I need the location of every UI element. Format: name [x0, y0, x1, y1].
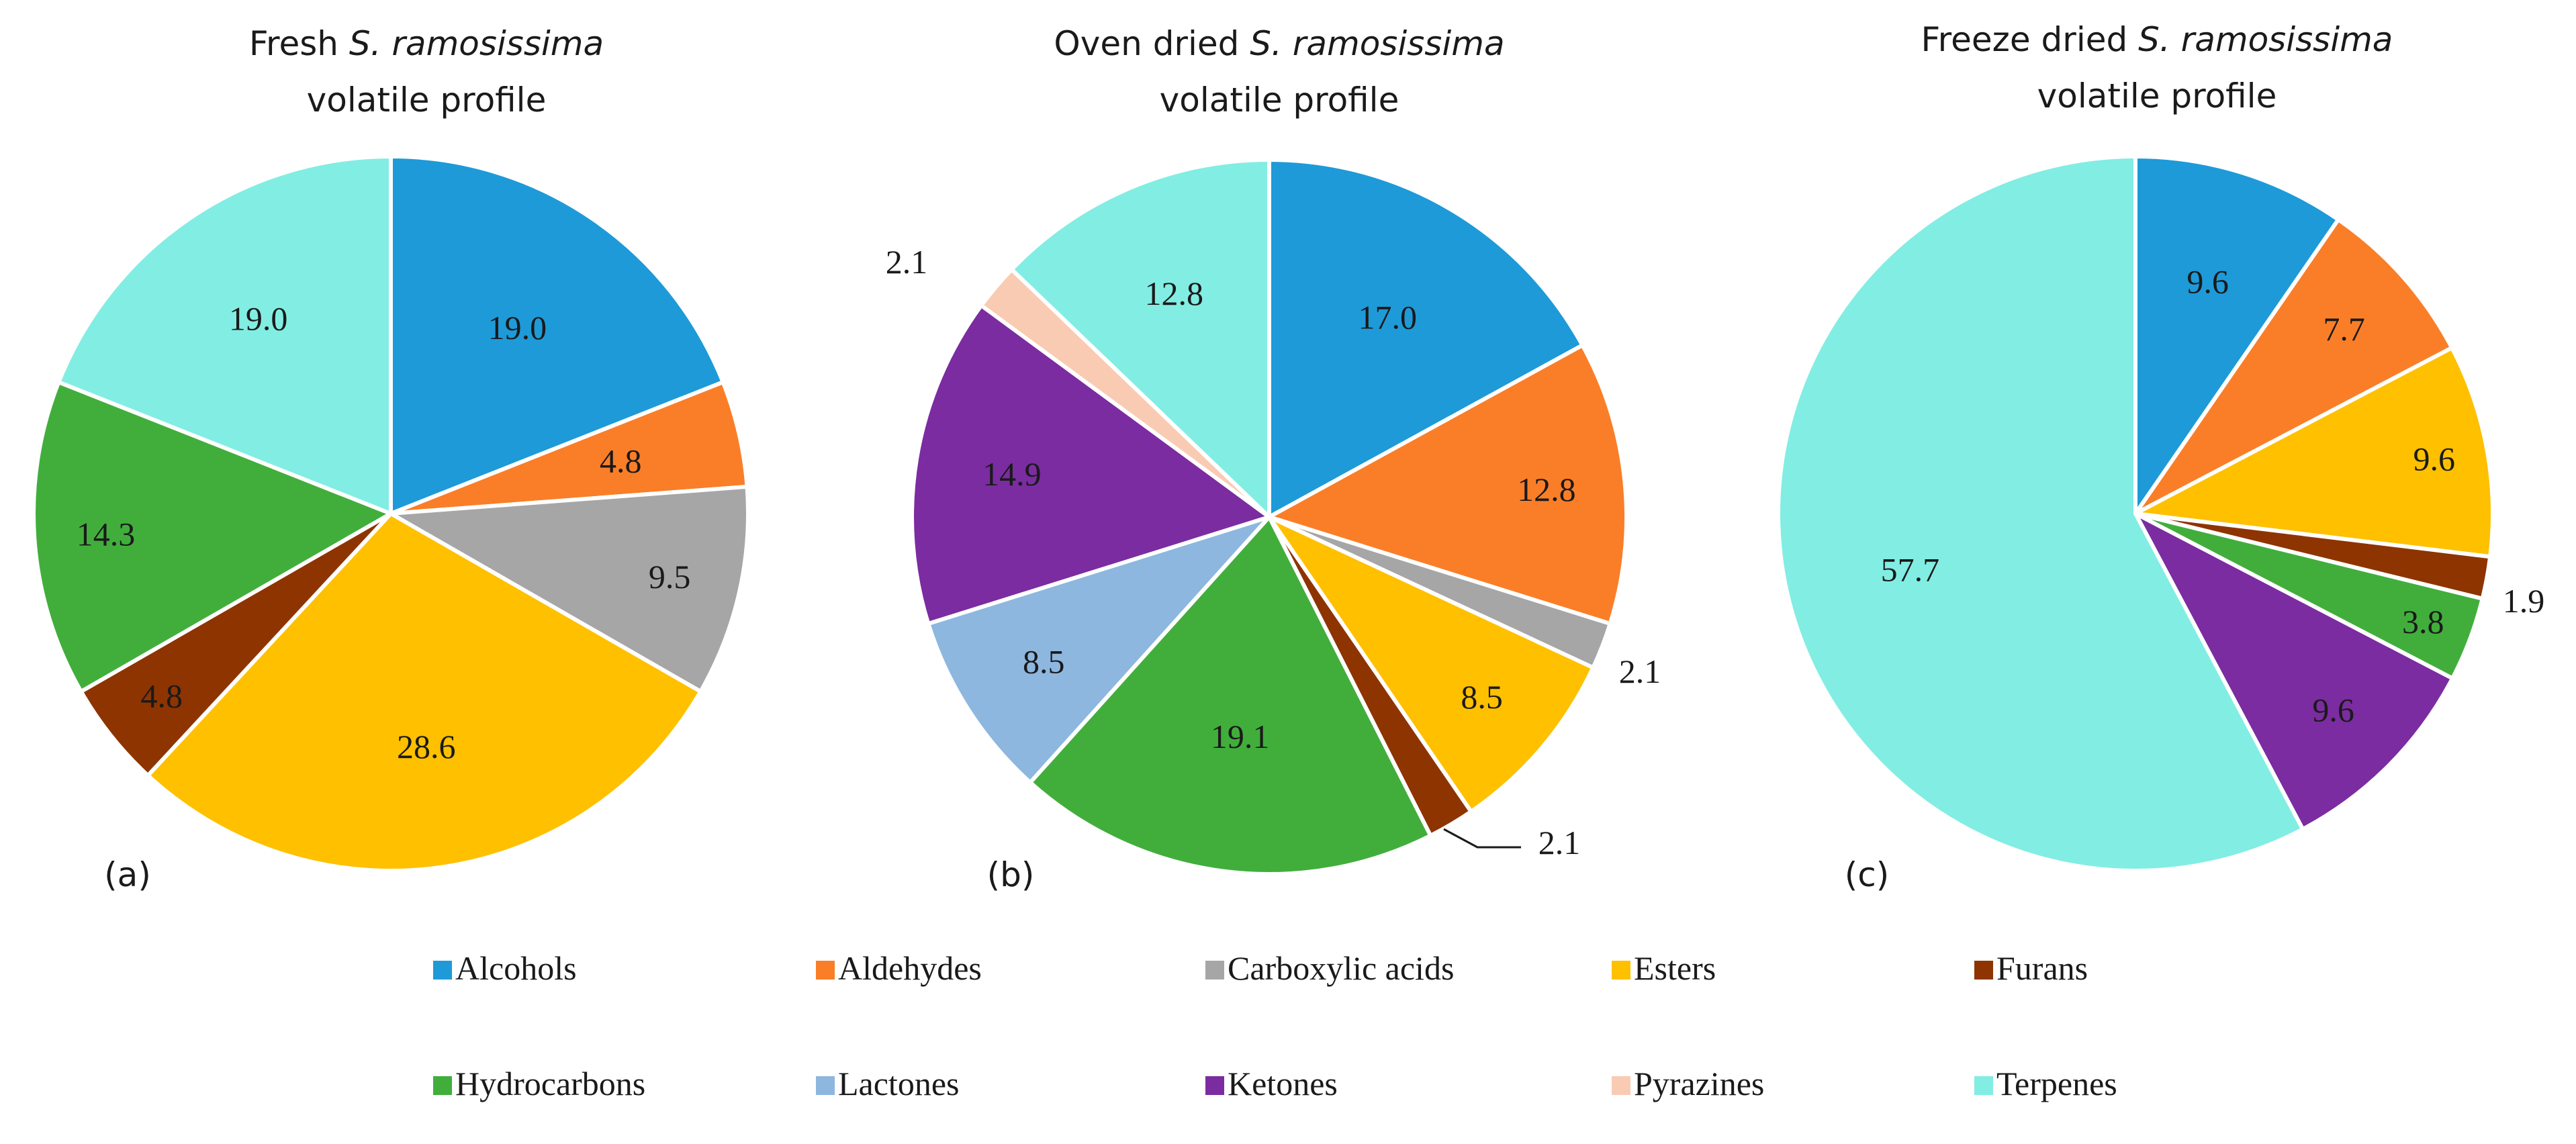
legend-swatch: [1612, 1076, 1630, 1095]
slice-label-alcohols: 9.6: [2187, 263, 2229, 301]
legend-item-pyrazines: Pyrazines: [1612, 1065, 1764, 1102]
chart-title-species: S. ramosissima: [1250, 24, 1504, 63]
pie-slice-carboxylic-acids: [384, 484, 750, 695]
slice-label-alcohols: 19.0: [488, 309, 547, 346]
chart-title: Fresh S. ramosissima: [249, 24, 604, 63]
legend-item-aldehydes: Aldehydes: [816, 949, 982, 987]
legend-swatch: [1612, 961, 1630, 980]
legend-label: Terpenes: [1996, 1065, 2117, 1102]
pie-slice-hydrocarbons: [1027, 513, 1434, 876]
chart-title-line2: volatile profile: [307, 81, 547, 120]
chart-title: Freeze dried S. ramosissima: [1921, 20, 2393, 59]
pie-slice-terpenes: [56, 154, 393, 517]
legend-swatch: [816, 1076, 835, 1095]
pie-slice-esters: [145, 511, 704, 873]
legend-item-furans: Furans: [1974, 949, 2088, 987]
pie-slice-aldehydes: [389, 379, 749, 516]
slice-label-carboxylic-acids: 9.5: [649, 558, 691, 595]
chart-title-species: S. ramosissima: [2138, 20, 2393, 59]
pie-slice-esters: [2129, 344, 2495, 559]
pie-slice-aldehydes: [1264, 342, 1628, 626]
slice-label-hydrocarbons: 19.1: [1211, 718, 1270, 755]
slice-label-furans: 4.8: [140, 677, 183, 715]
legend-swatch: [433, 1076, 452, 1095]
legend-label: Ketones: [1228, 1065, 1338, 1102]
legend: Alcohols Aldehydes Carboxylic acids Esters F…: [433, 949, 2117, 1102]
panel-label: (a): [104, 855, 151, 894]
slice-label-hydrocarbons: 3.8: [2402, 603, 2444, 640]
leader-line: [1443, 828, 1521, 849]
slice-label-aldehydes: 12.8: [1517, 471, 1576, 508]
slice-label-furans: 1.9: [2503, 582, 2545, 620]
pie-slice-alcohols: [2133, 154, 2342, 520]
slice-label-alcohols: 17.0: [1358, 298, 1417, 336]
slice-label-aldehydes: 7.7: [2323, 310, 2365, 348]
legend-item-lactones: Lactones: [816, 1065, 959, 1102]
legend-item-alcohols: Alcohols: [433, 949, 577, 987]
pie-slice-hydrocarbons: [32, 379, 396, 695]
pie-slice-aldehydes: [2133, 216, 2455, 516]
chart-title-prefix: Oven dried: [1054, 24, 1250, 63]
pie-slice-ketones: [2130, 508, 2456, 832]
slice-label-terpenes: 19.0: [229, 300, 288, 338]
slice-label-esters: 28.6: [397, 728, 456, 765]
slice-label-terpenes: 12.8: [1145, 275, 1204, 312]
pie-chart-b: Oven dried S. ramosissima volatile profil…: [886, 24, 1661, 894]
panel-label: (c): [1845, 855, 1890, 894]
chart-title: Oven dried S. ramosissima: [1054, 24, 1504, 63]
legend-label: Lactones: [838, 1065, 959, 1102]
slice-label-ketones: 14.9: [982, 455, 1042, 493]
legend-item-terpenes: Terpenes: [1974, 1065, 2117, 1102]
pie-chart-c: Freeze dried S. ramosissima volatile prof…: [1776, 20, 2545, 894]
pie-slice-ketones: [910, 302, 1274, 626]
slice-label-esters: 8.5: [1461, 678, 1503, 716]
legend-swatch: [433, 961, 452, 980]
chart-title-line2: volatile profile: [2037, 77, 2277, 115]
chart-title-species: S. ramosissima: [349, 24, 604, 63]
slice-label-pyrazines: 2.1: [886, 243, 928, 281]
legend-swatch: [1205, 1076, 1224, 1095]
legend-label: Alcohols: [455, 949, 577, 987]
legend-swatch: [816, 961, 835, 980]
panel-label: (b): [987, 855, 1035, 894]
slice-label-terpenes: 57.7: [1881, 551, 1940, 588]
chart-title-prefix: Fresh: [249, 24, 349, 63]
slice-label-esters: 9.6: [2413, 440, 2456, 478]
legend-swatch: [1974, 961, 1993, 980]
legend-swatch: [1974, 1076, 1993, 1095]
legend-label: Aldehydes: [838, 949, 982, 987]
legend-label: Hydrocarbons: [455, 1065, 645, 1102]
slice-label-aldehydes: 4.8: [600, 442, 642, 479]
legend-label: Carboxylic acids: [1228, 949, 1454, 987]
pie-slice-lactones: [925, 512, 1276, 785]
pie-slice-terpenes: [1776, 154, 2306, 873]
chart-title-prefix: Freeze dried: [1921, 20, 2139, 59]
slice-label-lactones: 8.5: [1023, 643, 1065, 681]
slice-label-ketones: 9.6: [2312, 691, 2354, 728]
legend-item-ketones: Ketones: [1205, 1065, 1338, 1102]
pie-slice-alcohols: [1267, 157, 1585, 521]
slice-label-carboxylic-acids: 2.1: [1619, 653, 1661, 690]
pie-slice-alcohols: [389, 154, 726, 517]
legend-item-hydrocarbons: Hydrocarbons: [433, 1065, 645, 1102]
pie-chart-a: Fresh S. ramosissima volatile profile 19.0…: [32, 24, 750, 894]
legend-item-carboxylic-acids: Carboxylic acids: [1205, 949, 1454, 987]
chart-title-line2: volatile profile: [1160, 81, 1399, 120]
pie-slice-terpenes: [1009, 157, 1271, 522]
slice-label-furans: 2.1: [1538, 824, 1581, 861]
legend-item-esters: Esters: [1612, 949, 1716, 987]
legend-swatch: [1205, 961, 1224, 980]
pie-slice-esters: [1263, 512, 1596, 815]
legend-label: Furans: [1996, 949, 2088, 987]
pie-slice-furans: [78, 512, 393, 779]
legend-label: Pyrazines: [1634, 1065, 1764, 1102]
legend-label: Esters: [1634, 949, 1716, 987]
slice-label-hydrocarbons: 14.3: [77, 516, 136, 553]
